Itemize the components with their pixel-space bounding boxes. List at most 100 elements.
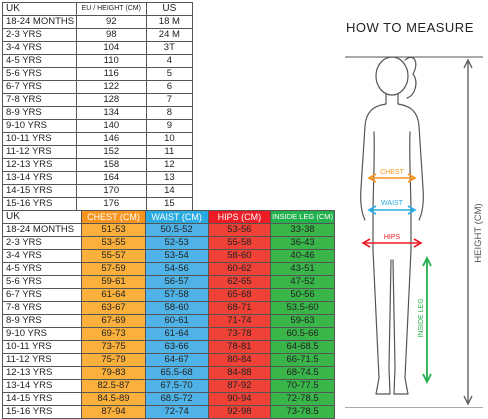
measure-table-row: 5-6 YRS 59-61 56-57 62-65 47-52 — [1, 275, 335, 289]
measure-table-cell: 5-6 YRS — [1, 275, 83, 289]
measure-table-row: 7-8 YRS 63-67 58-60 68-71 53.5-60 — [1, 301, 335, 315]
measure-table-cell: 54-56 — [144, 262, 209, 276]
figure-right-leg — [392, 249, 412, 395]
size-table-cell: 4-5 YRS — [2, 54, 77, 68]
measure-table-cell: 60-62 — [207, 262, 272, 276]
measure-table-cell: 78-81 — [207, 340, 272, 354]
measure-table-cell: 58-60 — [207, 249, 272, 263]
size-table-cell: 92 — [75, 15, 147, 29]
size-table-cell: 14 — [145, 184, 194, 198]
measure-table-cell: 2-3 YRS — [1, 236, 83, 250]
size-table-cell: 152 — [75, 145, 147, 159]
measure-table-cell: 61-64 — [81, 288, 146, 302]
size-table-row: 13-14 YRS 164 13 — [2, 171, 194, 185]
size-table-cell: 13-14 YRS — [2, 171, 77, 185]
measure-table-cell: 47-52 — [270, 275, 335, 289]
measure-table-cell: 87-92 — [207, 379, 272, 393]
measure-table-cell: 57-59 — [81, 262, 146, 276]
size-table-row: 4-5 YRS 110 4 — [2, 54, 194, 68]
measure-table-header-row: UK CHEST (CM) WAIST (CM) HIPS (CM) INSIDE LE… — [1, 210, 335, 224]
size-table-cell: 9 — [145, 119, 194, 133]
size-table-row: 10-11 YRS 146 10 — [2, 132, 194, 146]
measure-table-cell: 52-53 — [144, 236, 209, 250]
measure-table-cell: 3-4 YRS — [1, 249, 83, 263]
measure-table-row: 15-16 YRS 87-94 72-74 92-98 73-78.5 — [1, 405, 335, 419]
size-table-cell: 12 — [145, 158, 194, 172]
size-table-cell: 12-13 YRS — [2, 158, 77, 172]
size-table-row: 2-3 YRS 98 24 M — [2, 28, 194, 42]
measure-table-cell: 60-61 — [144, 314, 209, 328]
measure-table-cell: 9-10 YRS — [1, 327, 83, 341]
measure-table-cell: 80-84 — [207, 353, 272, 367]
measure-table-cell: 53-55 — [81, 236, 146, 250]
figure-ponytail — [404, 56, 417, 99]
size-table-row: 8-9 YRS 134 8 — [2, 106, 194, 120]
size-table-cell: 110 — [75, 54, 147, 68]
figure-right-side — [409, 131, 412, 251]
measure-table-row: 2-3 YRS 53-55 52-53 55-58 36-43 — [1, 236, 335, 250]
measure-table-cell: 67.5-70 — [144, 379, 209, 393]
measure-table-cell: 55-58 — [207, 236, 272, 250]
hips-label: HIPS — [384, 234, 401, 241]
measure-table-header-cell: UK — [1, 210, 83, 224]
measure-table-row: 18-24 MONTHS 51-53 50.5-52 53-56 33-38 — [1, 223, 335, 237]
measure-table-cell: 72-78.5 — [270, 392, 335, 406]
measure-table-cell: 18-24 MONTHS — [1, 223, 83, 237]
waist-arrow — [367, 205, 417, 215]
measure-table-cell: 50-56 — [270, 288, 335, 302]
size-table-cell: 7 — [145, 93, 194, 107]
measure-table-cell: 62-65 — [207, 275, 272, 289]
measure-table-cell: 64-68.5 — [270, 340, 335, 354]
chest-arrow — [367, 173, 417, 183]
measure-table-cell: 63-67 — [81, 301, 146, 315]
size-table-cell: 6-7 YRS — [2, 80, 77, 94]
measure-table-cell: 12-13 YRS — [1, 366, 83, 380]
measure-table-cell: 33-38 — [270, 223, 335, 237]
measure-table-cell: 71-74 — [207, 314, 272, 328]
measure-table-cell: 4-5 YRS — [1, 262, 83, 276]
measure-table-cell: 68-71 — [207, 301, 272, 315]
measure-table-cell: 14-15 YRS — [1, 392, 83, 406]
measure-table-cell: 64-67 — [144, 353, 209, 367]
figure-right-arm — [397, 103, 424, 221]
measure-table-row: 12-13 YRS 79-83 65.5-68 84-88 68-74.5 — [1, 366, 335, 380]
measure-table-cell: 73-78 — [207, 327, 272, 341]
measure-table-cell: 73-78.5 — [270, 405, 335, 419]
size-table-row: 14-15 YRS 170 14 — [2, 184, 194, 198]
size-table-cell: 7-8 YRS — [2, 93, 77, 107]
measure-table-row: 14-15 YRS 84.5-89 68.5-72 90-94 72-78.5 — [1, 392, 335, 406]
hips-arrow — [361, 238, 423, 248]
size-table-cell: 3T — [145, 41, 194, 55]
measure-table-cell: 67-69 — [81, 314, 146, 328]
size-table-cell: 15 — [145, 197, 194, 211]
chest-label: CHEST — [380, 169, 404, 176]
measure-table-cell: 10-11 YRS — [1, 340, 83, 354]
size-table-cell: 8-9 YRS — [2, 106, 77, 120]
size-table-cell: 3-4 YRS — [2, 41, 77, 55]
size-table-row: 3-4 YRS 104 3T — [2, 41, 194, 55]
size-table-cell: 9-10 YRS — [2, 119, 77, 133]
measure-table-cell: 40-46 — [270, 249, 335, 263]
measure-table-cell: 75-79 — [81, 353, 146, 367]
height-label: HEIGHT (CM) — [473, 203, 484, 262]
measure-table-header-cell: CHEST (CM) — [81, 210, 146, 224]
measure-table-cell: 59-61 — [81, 275, 146, 289]
measure-table-cell: 84.5-89 — [81, 392, 146, 406]
inside-leg-arrow — [422, 255, 432, 385]
size-table-row: 11-12 YRS 152 11 — [2, 145, 194, 159]
size-table-cell: 11-12 YRS — [2, 145, 77, 159]
size-table-row: 9-10 YRS 140 9 — [2, 119, 194, 133]
measure-table-cell: 13-14 YRS — [1, 379, 83, 393]
measure-table-cell: 65-68 — [207, 288, 272, 302]
size-table-cell: 128 — [75, 93, 147, 107]
measure-table-row: 13-14 YRS 82.5-87 67.5-70 87-92 70-77.5 — [1, 379, 335, 393]
figure-head — [375, 56, 409, 96]
measure-table-cell: 69-73 — [81, 327, 146, 341]
measure-table-cell: 53-56 — [207, 223, 272, 237]
measure-table-cell: 84-88 — [207, 366, 272, 380]
measure-table-cell: 92-98 — [207, 405, 272, 419]
measure-table-cell: 79-83 — [81, 366, 146, 380]
measure-table-row: 11-12 YRS 75-79 64-67 80-84 66-71.5 — [1, 353, 335, 367]
size-table-row: 15-16 YRS 176 15 — [2, 197, 194, 211]
size-table-cell: 5-6 YRS — [2, 67, 77, 81]
